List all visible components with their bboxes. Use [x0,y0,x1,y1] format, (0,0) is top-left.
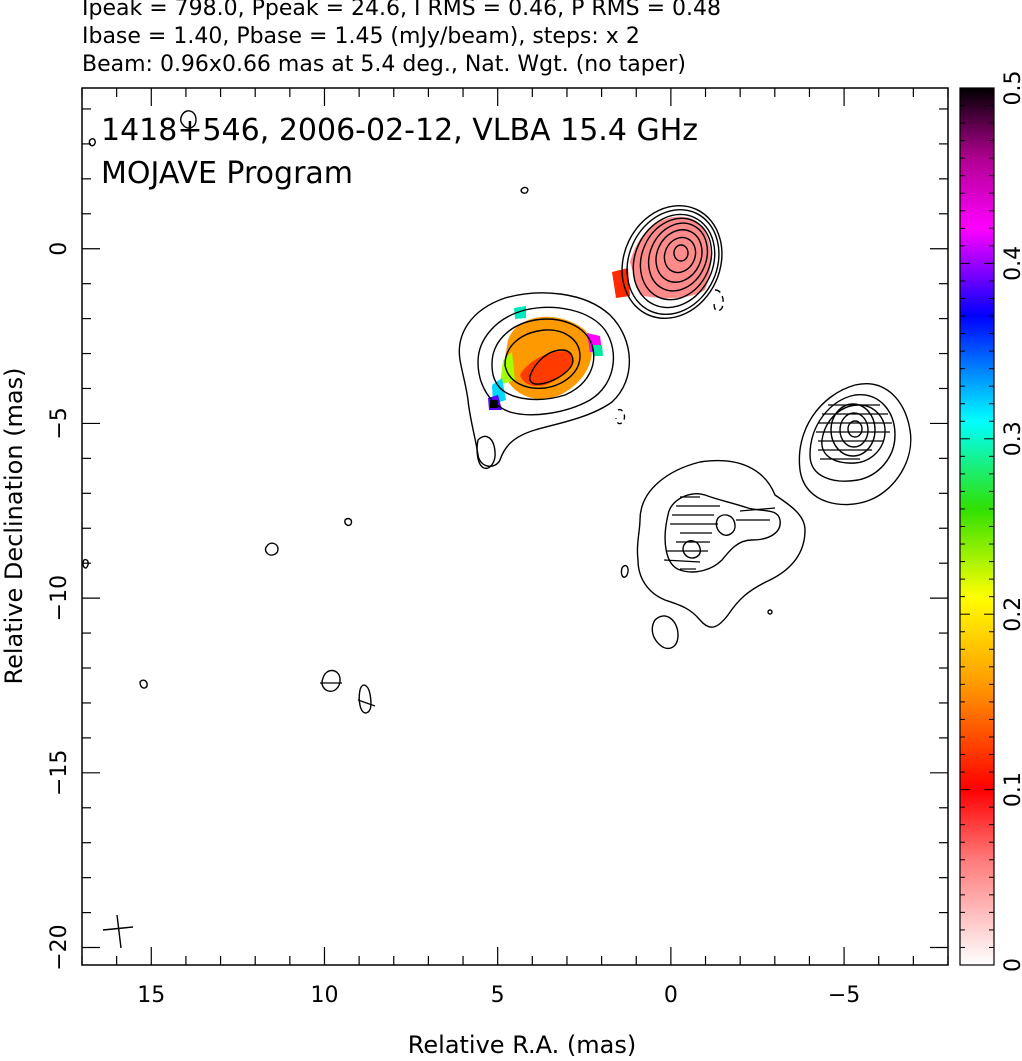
diffuse-south-contours [620,460,806,650]
colorbar-tick-label: 0.5 [1001,71,1022,106]
east-knot-vectors [816,404,892,460]
y-tick-label: −20 [47,924,72,970]
y-tick-label: −5 [47,407,72,439]
y-tick-label: −10 [47,575,72,621]
x-tick-label: −5 [828,983,860,1008]
inner-knot-contours [458,186,631,469]
y-tick-label: 0 [47,242,72,256]
y-tick-label: −15 [47,750,72,796]
core-contours [621,204,724,320]
x-axis-ticks [81,88,949,965]
header-line-3: Beam: 0.96x0.66 mas at 5.4 deg., Nat. Wg… [82,52,686,77]
program-annotation: MOJAVE Program [101,156,353,191]
contour-layer [82,110,912,714]
colorbar-tick-label: 0.2 [1001,597,1022,632]
knot-tail-contour [476,435,496,469]
diffuse-vectors [663,496,776,570]
colorbar-tick-labels: 0 0.1 0.2 0.3 0.4 0.5 [1001,71,1022,973]
colorbar-ticks [960,87,994,966]
x-tick-label: 5 [491,983,505,1008]
y-axis-tick-labels: 0 −5 −10 −15 −20 [47,242,72,971]
source-annotation: 1418+546, 2006-02-12, VLBA 15.4 GHz [101,113,698,148]
scattered-noise-contours [82,110,372,714]
colorbar [959,87,995,966]
x-axis-title: Relative R.A. (mas) [408,1031,636,1059]
header-line-1: Ipeak = 798.0, Ppeak = 24.6, I RMS = 0.4… [82,0,721,21]
knot-yellow-edge [500,352,515,385]
plot-frame [81,87,949,966]
header-line-2: Ibase = 1.40, Pbase = 1.45 (mJy/beam), s… [82,24,640,49]
x-tick-label: 0 [664,983,678,1008]
east-knot-contours [798,383,912,506]
colorbar-tick-label: 0 [1001,958,1022,972]
beam-cross [102,914,134,949]
knot-green-right [592,345,603,356]
colorbar-tick-label: 0.3 [1001,421,1022,456]
noise-vector [357,699,376,707]
y-axis-title: Relative Declination (mas) [0,367,28,684]
dashed-negative-contour [713,289,724,312]
colorbar-tick-label: 0.4 [1001,246,1022,281]
x-axis-tick-labels: 15 10 5 0 −5 [137,983,860,1008]
knot-green-edge [514,306,526,319]
y-axis-ticks [82,108,948,949]
polarization-vectors [320,404,892,707]
knot-black-pixel [490,400,498,408]
x-tick-label: 15 [137,983,165,1008]
colorbar-tick-label: 0.1 [1001,772,1022,807]
x-tick-label: 10 [310,983,338,1008]
